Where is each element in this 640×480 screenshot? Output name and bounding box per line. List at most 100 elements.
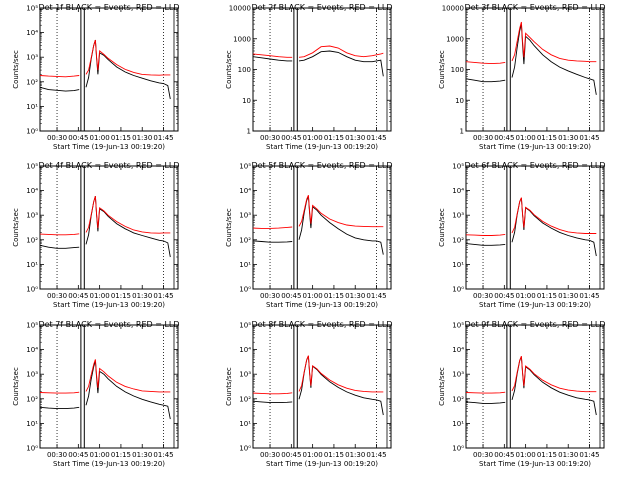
x-tick-label: 01:15: [324, 292, 344, 300]
x-tick-label: 01:00: [90, 134, 110, 142]
y-tick-label: 10¹: [239, 261, 251, 269]
x-tick-label: 01:15: [537, 451, 557, 459]
y-axis-title: Counts/sec: [225, 367, 233, 406]
chart-title: Det 1f BLACK = Events, RED = LLD: [38, 3, 179, 12]
y-axis-title: Counts/sec: [225, 208, 233, 247]
plot-frame: [39, 7, 179, 132]
x-tick-label: 01:30: [558, 292, 578, 300]
x-tick-label: 01:45: [366, 134, 386, 142]
y-tick-label: 10⁵: [26, 163, 38, 171]
panel-2: Det 2f BLACK = Events, RED = LLD 1 10 100 10…: [225, 3, 393, 151]
y-tick-label: 10¹: [26, 103, 38, 111]
chart-title: Det 3f BLACK = Events, RED = LLD: [464, 3, 605, 12]
y-tick-label: 100: [238, 66, 251, 74]
panel-6: Det 6f BLACK = Events, RED = LLD 10⁰ 10¹ 10…: [438, 161, 606, 309]
y-tick-label: 10⁰: [452, 286, 464, 294]
x-tick-label: 00:45: [281, 134, 301, 142]
plot-frame: [465, 324, 605, 449]
y-tick-label: 10⁵: [452, 322, 464, 330]
y-tick-label: 10³: [452, 212, 464, 220]
y-tick-label: 1000: [233, 35, 251, 43]
chart-title: Det 5f BLACK = Events, RED = LLD: [251, 161, 392, 170]
y-tick-label: 10⁵: [452, 163, 464, 171]
x-tick-label: 01:45: [579, 292, 599, 300]
y-tick-label: 10⁴: [239, 187, 251, 195]
x-axis-title: Start Time (19-Jun-13 00:19:20): [266, 301, 378, 309]
x-tick-label: 00:45: [281, 451, 301, 459]
x-tick-label: 00:30: [47, 134, 67, 142]
chart-title: Det 7f BLACK = Events, RED = LLD: [38, 320, 179, 329]
series-line-events: [465, 197, 597, 257]
x-tick-label: 00:30: [473, 134, 493, 142]
x-axis-title: Start Time (19-Jun-13 00:19:20): [479, 301, 591, 309]
y-tick-label: 10⁵: [239, 163, 251, 171]
x-axis-title: Start Time (19-Jun-13 00:19:20): [53, 460, 165, 468]
y-tick-label: 10⁰: [26, 445, 38, 453]
x-tick-label: 01:30: [132, 292, 152, 300]
x-tick-label: 01:00: [303, 134, 323, 142]
chart-title: Det 2f BLACK = Events, RED = LLD: [251, 3, 392, 12]
x-tick-label: 00:45: [281, 292, 301, 300]
series-line-events: [465, 23, 597, 95]
x-tick-label: 01:00: [516, 134, 536, 142]
chart-title: Det 8f BLACK = Events, RED = LLD: [251, 320, 392, 329]
plot-frame: [465, 7, 605, 132]
series-line-lld: [465, 197, 597, 236]
y-tick-label: 10¹: [452, 420, 464, 428]
x-tick-label: 01:30: [558, 134, 578, 142]
x-axis-title: Start Time (19-Jun-13 00:19:20): [479, 143, 591, 151]
y-tick-label: 10⁴: [239, 346, 251, 354]
x-tick-label: 01:45: [153, 451, 173, 459]
x-tick-label: 01:30: [558, 451, 578, 459]
y-tick-label: 10⁰: [239, 445, 251, 453]
x-tick-label: 01:45: [153, 292, 173, 300]
x-tick-label: 00:30: [473, 451, 493, 459]
x-tick-label: 01:00: [516, 292, 536, 300]
y-tick-label: 10²: [26, 395, 38, 403]
x-tick-label: 00:30: [260, 451, 280, 459]
x-axis-title: Start Time (19-Jun-13 00:19:20): [53, 301, 165, 309]
series-line-events: [252, 355, 384, 416]
series-line-lld: [252, 45, 384, 58]
x-axis-title: Start Time (19-Jun-13 00:19:20): [479, 460, 591, 468]
x-tick-label: 01:15: [111, 134, 131, 142]
series-line-lld: [39, 195, 171, 236]
plot-frame: [252, 165, 392, 290]
y-tick-label: 10²: [26, 236, 38, 244]
chart-title: Det 9f BLACK = Events, RED = LLD: [464, 320, 605, 329]
y-axis-title: Counts/sec: [12, 208, 20, 247]
x-tick-label: 00:45: [494, 292, 514, 300]
series-line-events: [252, 50, 384, 77]
x-tick-label: 01:15: [537, 134, 557, 142]
x-tick-label: 01:45: [366, 451, 386, 459]
x-tick-label: 01:15: [111, 451, 131, 459]
x-tick-label: 01:15: [537, 292, 557, 300]
y-tick-label: 10⁰: [452, 445, 464, 453]
y-tick-label: 1000: [446, 35, 464, 43]
y-tick-label: 10000: [229, 5, 251, 13]
x-tick-label: 01:30: [132, 134, 152, 142]
x-tick-label: 00:30: [260, 292, 280, 300]
y-tick-label: 10¹: [452, 261, 464, 269]
plot-frame: [39, 165, 179, 290]
y-tick-label: 10³: [26, 371, 38, 379]
y-tick-label: 10²: [239, 236, 251, 244]
x-tick-label: 00:45: [494, 134, 514, 142]
y-tick-label: 10⁵: [239, 322, 251, 330]
y-tick-label: 10¹: [26, 261, 38, 269]
y-tick-label: 10²: [239, 395, 251, 403]
y-axis-title: Counts/sec: [225, 50, 233, 89]
y-tick-label: 10¹: [239, 420, 251, 428]
x-tick-label: 00:30: [47, 451, 67, 459]
series-line-lld: [39, 39, 171, 78]
x-tick-label: 01:15: [324, 451, 344, 459]
plot-frame: [39, 324, 179, 449]
y-tick-label: 10⁰: [26, 286, 38, 294]
y-axis-title: Counts/sec: [438, 367, 446, 406]
panel-8: Det 8f BLACK = Events, RED = LLD 10⁰ 10¹ 10…: [225, 320, 393, 468]
plot-frame: [252, 324, 392, 449]
y-tick-label: 10²: [26, 78, 38, 86]
y-tick-label: 10⁴: [452, 187, 464, 195]
y-tick-label: 10000: [442, 5, 464, 13]
x-tick-label: 00:45: [494, 451, 514, 459]
